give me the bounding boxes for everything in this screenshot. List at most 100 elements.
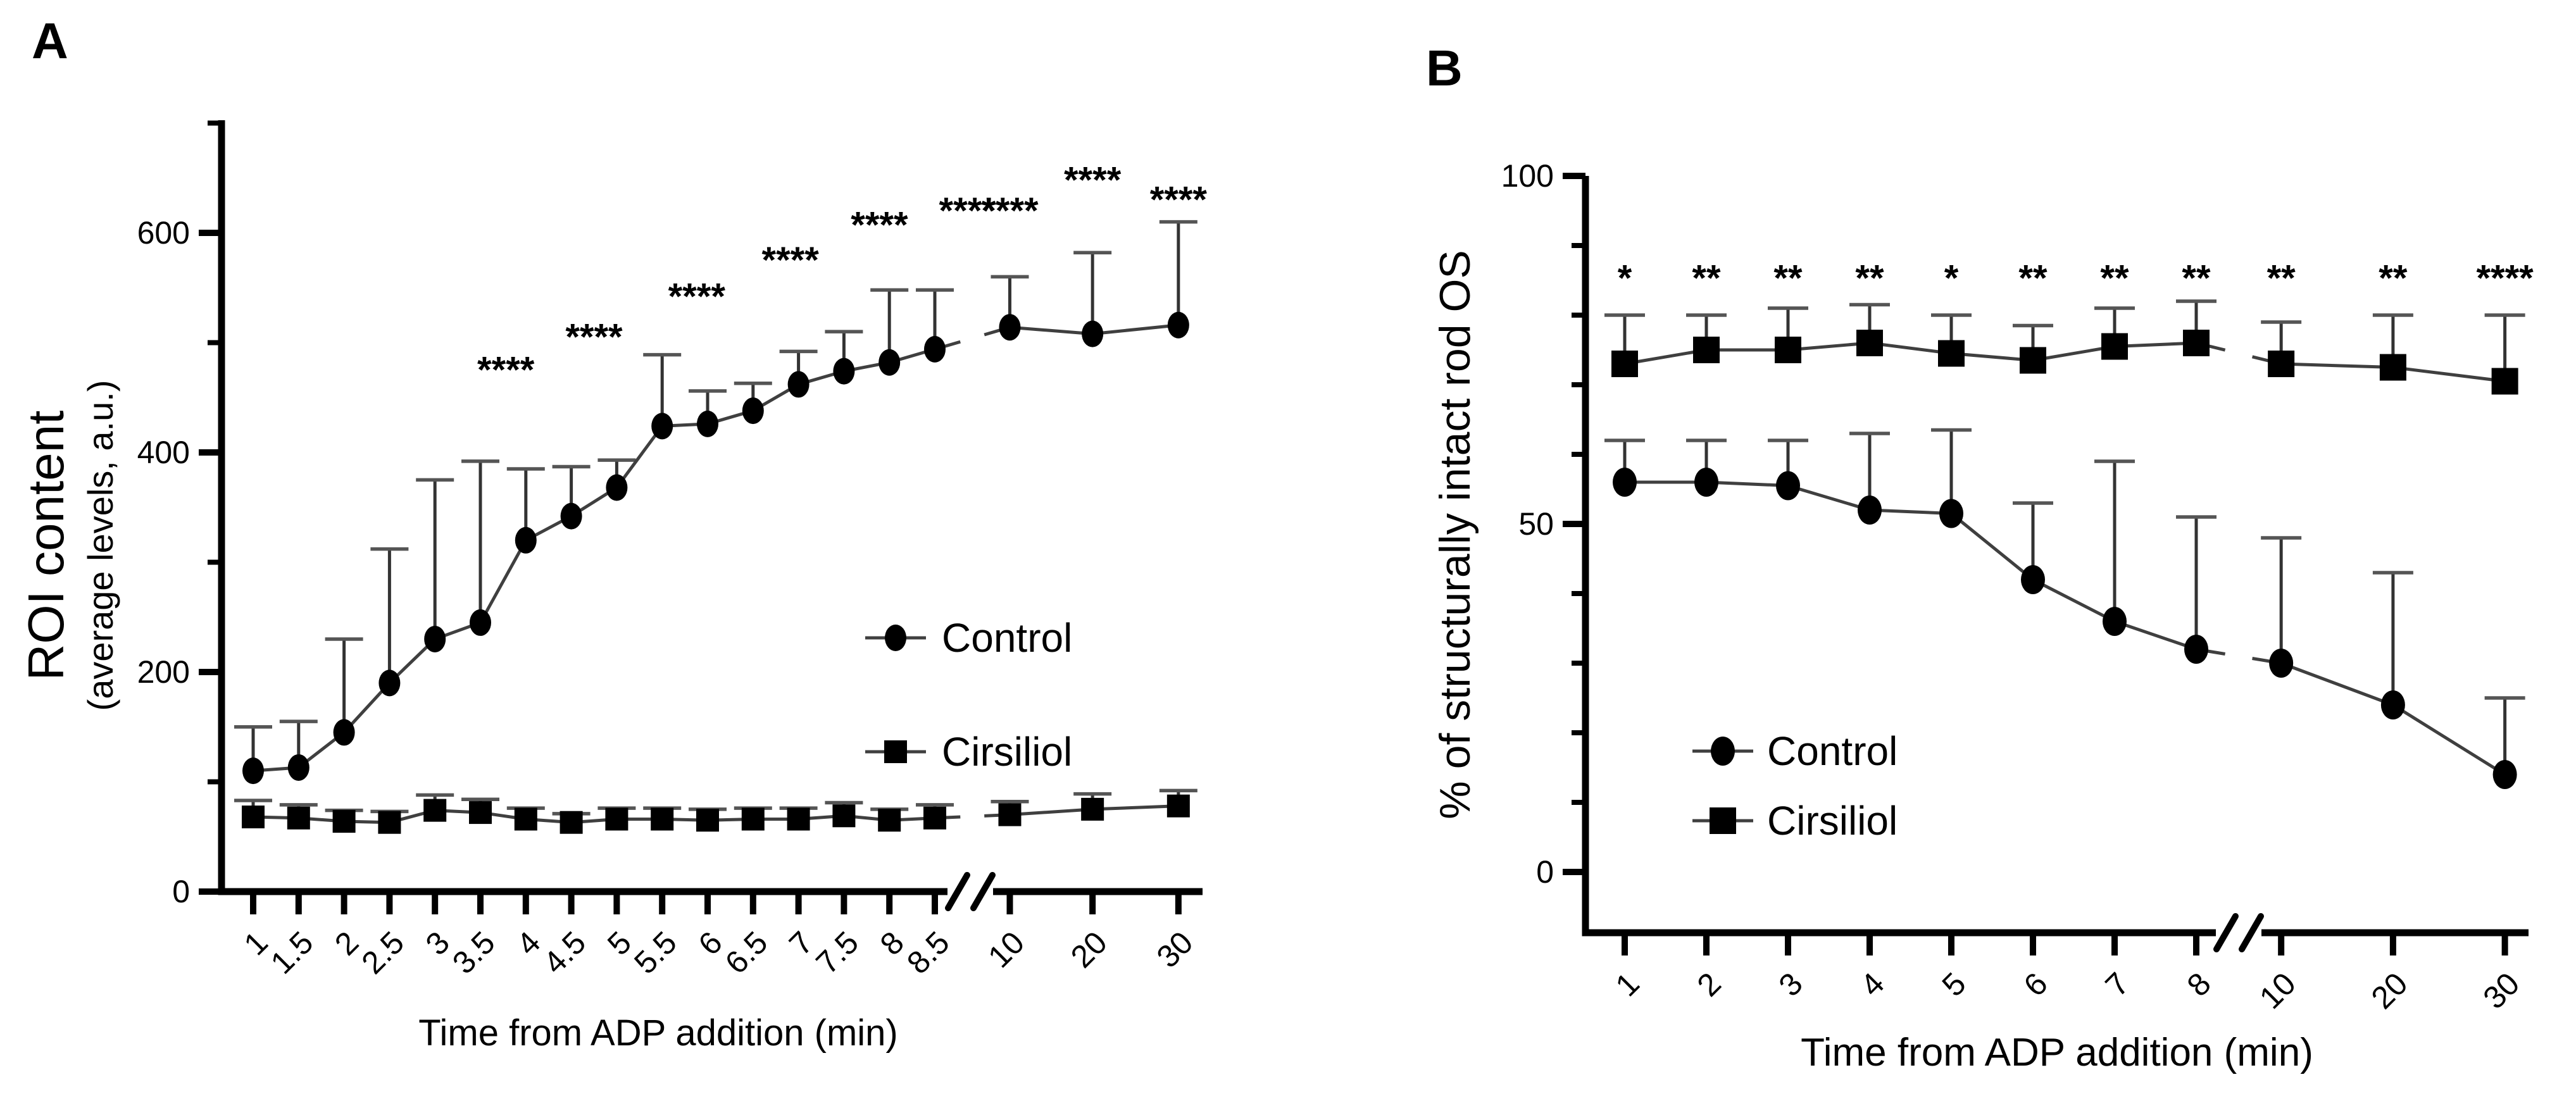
significance-label: ****	[1064, 159, 1122, 201]
marker-circle	[287, 754, 309, 781]
x-tick-label: 7.5	[809, 924, 865, 981]
significance-label: ****	[851, 205, 908, 246]
marker-circle	[742, 397, 764, 425]
significance-label: *	[1618, 258, 1632, 299]
marker-square	[741, 807, 765, 831]
legend-label: Control	[1767, 728, 1898, 774]
y-tick-label: 600	[137, 215, 190, 251]
x-tick-label: 6.5	[718, 924, 775, 981]
x-tick-label: 8.5	[900, 924, 956, 981]
significance-label: **	[2379, 258, 2408, 299]
significance-label: ****	[939, 190, 997, 232]
marker-square	[378, 811, 401, 834]
marker-square	[2183, 330, 2210, 356]
x-tick-label: 7	[2099, 966, 2136, 1003]
legend-marker-square	[884, 740, 907, 763]
series-line	[1706, 480, 1789, 487]
y-tick-label: 0	[172, 874, 190, 909]
panel-letter-B: B	[1426, 40, 1463, 96]
marker-square	[2379, 354, 2406, 381]
series-line	[1787, 484, 1870, 512]
marker-square	[242, 806, 265, 829]
legend-item-cirsiliol: Cirsiliol	[1692, 798, 1898, 843]
x-axis-title: Time from ADP addition (min)	[1801, 1031, 2313, 1074]
x-tick-label: 2.5	[354, 924, 411, 981]
series-line	[1010, 325, 1093, 336]
x-tick-label: 4	[1854, 966, 1891, 1003]
x-tick-label: 10	[981, 924, 1031, 974]
marker-circle	[651, 413, 673, 440]
x-tick-label: 8	[2180, 966, 2218, 1003]
series-line	[2392, 703, 2506, 776]
series-line	[1951, 352, 2034, 362]
x-tick-label: 2	[1691, 966, 1728, 1003]
marker-square	[332, 809, 356, 833]
series-line	[2392, 366, 2505, 383]
axis-break-slash	[2213, 913, 2239, 952]
significance-label: ****	[981, 190, 1039, 232]
series-line	[1869, 341, 1952, 355]
marker-square	[469, 801, 492, 825]
marker-square	[514, 807, 537, 831]
significance-label: ****	[762, 240, 820, 281]
x-tick-label: 30	[1150, 924, 1200, 974]
series-line	[1624, 348, 1707, 366]
legend-label: Control	[942, 615, 1072, 661]
x-tick-label: 20	[1064, 924, 1114, 974]
significance-label: *	[1944, 258, 1959, 299]
y-tick-label: 0	[1536, 854, 1554, 890]
x-axis-title: Time from ADP addition (min)	[418, 1012, 897, 1054]
axis-break-slash	[970, 872, 996, 911]
y-tick-label: 200	[137, 654, 190, 690]
axis-break-slash	[945, 872, 970, 911]
significance-label: **	[2182, 258, 2211, 299]
x-tick-label: 10	[2253, 966, 2303, 1016]
significance-label: ****	[668, 276, 726, 317]
marker-circle	[878, 349, 901, 376]
marker-square	[287, 806, 310, 830]
marker-square	[1611, 351, 1638, 377]
marker-square	[923, 806, 946, 830]
y-axis-subtitle: (average levels, a.u.)	[80, 380, 120, 711]
marker-square	[1856, 330, 1883, 356]
marker-square	[1775, 337, 1801, 363]
series-control	[1604, 428, 2525, 789]
y-tick-label: 100	[1501, 158, 1554, 194]
significance-label: **	[1692, 258, 1721, 299]
marker-square	[560, 811, 583, 834]
significance-label: ****	[1150, 180, 1208, 221]
y-axis-title: ROI content	[18, 411, 74, 681]
legend-marker-square	[1710, 807, 1736, 834]
marker-circle	[787, 371, 810, 398]
series-line	[2281, 362, 2393, 369]
x-tick-label: 3	[1772, 966, 1810, 1003]
marker-square	[1166, 794, 1190, 818]
marker-square	[878, 809, 901, 832]
marker-circle	[2269, 649, 2294, 678]
series-line	[1092, 323, 1179, 336]
significance-label: **	[2267, 258, 2296, 299]
marker-circle	[1167, 311, 1189, 339]
marker-circle	[515, 526, 537, 554]
x-tick-label: 1	[1609, 966, 1646, 1003]
x-tick-label: 3.5	[446, 924, 502, 981]
panel-letter-A: A	[32, 13, 68, 69]
marker-square	[2020, 347, 2046, 374]
series-line	[615, 425, 664, 489]
marker-circle	[560, 502, 582, 530]
series-line	[2114, 341, 2197, 348]
x-tick-label: 6	[2017, 966, 2054, 1003]
series-line	[1787, 341, 1870, 352]
legend-item-control: Control	[865, 615, 1072, 661]
x-tick-label: 1.5	[264, 924, 320, 981]
marker-square	[1081, 797, 1104, 821]
marker-circle	[2021, 565, 2045, 594]
marker-square	[1693, 337, 1720, 363]
marker-square	[696, 809, 719, 832]
series-line	[2032, 578, 2116, 623]
marker-circle	[2492, 760, 2517, 789]
legend-item-control: Control	[1692, 728, 1898, 774]
marker-circle	[1939, 499, 1963, 528]
marker-square	[1938, 340, 1965, 367]
